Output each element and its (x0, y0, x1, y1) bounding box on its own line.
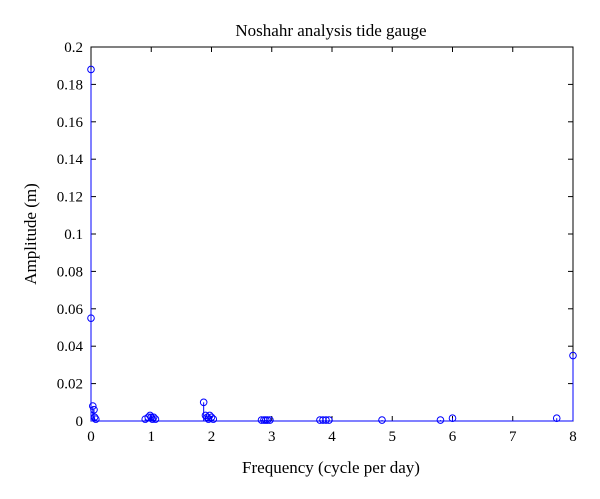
y-tick-label: 0.08 (57, 264, 83, 280)
x-tick-label: 7 (509, 429, 517, 445)
y-tick-label: 0.2 (64, 40, 83, 56)
x-axis-label: Frequency (cycle per day) (242, 458, 420, 477)
y-tick-label: 0.16 (57, 115, 84, 131)
chart-title: Noshahr analysis tide gauge (235, 21, 426, 40)
x-tick-label: 3 (268, 429, 276, 445)
stem-marker (257, 416, 266, 424)
y-tick-label: 0 (76, 414, 84, 430)
x-tick-label: 2 (208, 429, 216, 445)
x-tick-label: 1 (148, 429, 156, 445)
stem-marker (87, 314, 95, 322)
stem-marker (569, 351, 577, 360)
x-tick-label: 6 (449, 429, 457, 445)
data-stems (87, 65, 577, 424)
stem-marker (199, 398, 208, 407)
y-tick-label: 0.04 (57, 339, 84, 355)
x-tick-label: 5 (389, 429, 397, 445)
y-tick-label: 0.1 (64, 227, 83, 243)
plot-area (90, 46, 574, 422)
stem-marker (436, 416, 445, 424)
stem-marker (209, 415, 218, 423)
y-tick-label: 0.18 (57, 77, 83, 93)
y-tick-label: 0.12 (57, 190, 83, 206)
y-axis-label: Amplitude (m) (21, 183, 40, 285)
x-tick-label: 0 (87, 429, 95, 445)
y-tick-label: 0.14 (57, 152, 84, 168)
stem-marker (90, 405, 98, 414)
stem-marker (325, 416, 333, 424)
y-tick-label: 0.06 (57, 302, 84, 318)
stem-marker (378, 416, 386, 424)
stem-marker (266, 416, 274, 424)
stem-marker (263, 416, 272, 424)
y-tick-label: 0.02 (57, 377, 83, 393)
x-tick-label: 8 (569, 429, 577, 445)
stem-marker (146, 411, 154, 420)
x-tick-label: 4 (328, 429, 336, 445)
stem-marker (92, 415, 100, 423)
stem-marker (87, 65, 95, 74)
stem-marker (89, 402, 97, 410)
stem-marker (151, 415, 160, 423)
